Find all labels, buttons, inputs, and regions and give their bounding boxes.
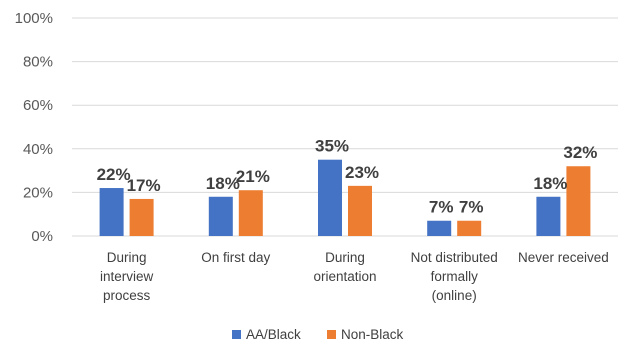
legend-swatch — [327, 330, 336, 339]
data-label: 18% — [533, 174, 567, 193]
y-tick-label: 60% — [23, 97, 53, 114]
y-tick-label: 20% — [23, 184, 53, 201]
x-tick-label: During orientation — [313, 250, 376, 284]
data-label: 21% — [236, 167, 270, 186]
bar — [318, 159, 342, 236]
bar — [348, 185, 372, 236]
gridlines — [72, 17, 618, 237]
bar — [427, 220, 452, 236]
x-tick-label: On first day — [201, 250, 270, 265]
x-tick-label: During interview process — [100, 250, 154, 303]
y-tick-label: 0% — [31, 228, 53, 245]
data-label: 7% — [459, 198, 484, 217]
data-label: 22% — [97, 165, 131, 184]
data-label: 18% — [206, 174, 240, 193]
y-tick-label: 100% — [15, 10, 53, 27]
legend-swatch — [232, 330, 241, 339]
y-tick-label: 80% — [23, 54, 53, 71]
bar — [457, 220, 482, 236]
legend: AA/Black Non-Black — [232, 327, 404, 342]
bar — [536, 196, 561, 236]
data-label: 23% — [345, 163, 379, 182]
data-label: 35% — [315, 137, 349, 156]
legend-label: Non-Black — [341, 327, 404, 342]
data-labels: 22%17% 18%21%35%23%7% 7%18%32% — [97, 137, 598, 217]
bar — [99, 188, 124, 236]
legend-label: AA/Black — [246, 327, 301, 342]
bar — [129, 198, 154, 236]
data-label: 17% — [127, 176, 161, 195]
y-axis-ticks: 0% 20% 40% 60% 80% 100% — [15, 10, 53, 245]
x-tick-label: Never received — [518, 250, 609, 265]
bar — [238, 190, 263, 236]
bar — [566, 166, 591, 236]
y-tick-label: 40% — [23, 141, 53, 158]
x-axis-ticks: During interview process On first day During… — [100, 250, 609, 303]
data-label: 32% — [563, 143, 597, 162]
data-label: 7% — [429, 198, 454, 217]
bar — [208, 196, 233, 236]
bars — [99, 159, 591, 236]
x-tick-label: Not distributed formally (online) — [411, 250, 498, 303]
